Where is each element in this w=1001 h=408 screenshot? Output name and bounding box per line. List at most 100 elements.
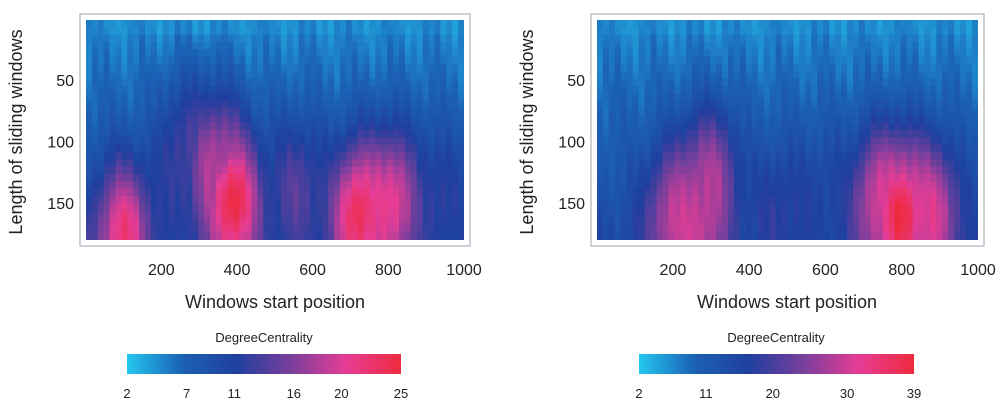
heatmap-cell: [960, 232, 967, 240]
heatmap-cell: [381, 152, 388, 160]
heatmap-cell: [852, 137, 860, 146]
heatmap-cell: [322, 144, 329, 153]
heatmap-cell: [835, 115, 842, 124]
heatmap-cell: [948, 225, 955, 234]
heatmap-cell: [733, 122, 741, 131]
heatmap-cell: [381, 196, 388, 204]
heatmap-cell: [168, 196, 176, 204]
heatmap-cell: [656, 218, 664, 226]
heatmap-cell: [817, 203, 824, 212]
heatmap-cell: [597, 56, 604, 65]
heatmap-cell: [966, 78, 973, 87]
heatmap-cell: [900, 56, 908, 65]
heatmap-cell: [787, 225, 795, 234]
heatmap-cell: [334, 86, 341, 94]
heatmap-cell: [757, 232, 765, 240]
heatmap-cell: [739, 71, 747, 80]
heatmap-cell: [393, 218, 400, 226]
heatmap-cell: [841, 137, 848, 146]
heatmap-cell: [174, 218, 182, 226]
heatmap-cell: [215, 122, 223, 131]
heatmap-cell: [387, 27, 394, 36]
heatmap-cell: [339, 56, 347, 65]
heatmap-cell: [692, 144, 699, 153]
heatmap-cell: [145, 232, 152, 240]
heatmap-cell: [757, 115, 765, 124]
heatmap-cell: [458, 144, 464, 153]
heatmap-cell: [638, 64, 646, 72]
heatmap-cell: [233, 218, 241, 226]
heatmap-cell: [275, 64, 282, 72]
heatmap-cell: [960, 64, 967, 72]
heatmap-cell: [811, 100, 818, 109]
heatmap-cell: [656, 108, 664, 116]
heatmap-cell: [357, 100, 365, 109]
heatmap-cell: [668, 130, 675, 138]
heatmap-cell: [328, 218, 335, 226]
x-tick-label: 1000: [960, 262, 996, 279]
heatmap-cell: [145, 152, 152, 160]
heatmap-cell: [912, 49, 920, 58]
heatmap-cell: [841, 64, 848, 72]
x-tick-label: 200: [148, 262, 175, 279]
heatmap-cell: [186, 174, 193, 182]
heatmap-cell: [733, 64, 741, 72]
heatmap-cell: [263, 86, 270, 94]
heatmap-cell: [918, 34, 926, 43]
heatmap-cell: [847, 78, 854, 87]
heatmap-cell: [369, 159, 377, 168]
heatmap-cell: [710, 100, 717, 109]
heatmap-cell: [686, 188, 693, 197]
heatmap-cell: [168, 144, 176, 153]
heatmap-cell: [972, 225, 978, 234]
heatmap-cell: [942, 188, 949, 197]
heatmap-cell: [145, 34, 152, 43]
heatmap-cell: [363, 174, 371, 182]
heatmap-cell: [292, 203, 300, 212]
heatmap-cell: [121, 20, 128, 28]
heatmap-cell: [198, 42, 205, 50]
heatmap-cell: [369, 115, 377, 124]
heatmap-cell: [924, 137, 931, 146]
heatmap-cell: [440, 225, 447, 234]
heatmap-cell: [745, 225, 753, 234]
heatmap-cell: [434, 20, 441, 28]
heatmap-cell: [942, 144, 949, 153]
heatmap-cell: [298, 174, 306, 182]
heatmap-cell: [614, 210, 622, 219]
heatmap-cell: [817, 71, 824, 80]
heatmap-cell: [121, 122, 128, 131]
heatmap-cell: [656, 42, 664, 50]
heatmap-cell: [614, 34, 622, 43]
heatmap-cell: [156, 78, 164, 87]
heatmap-cell: [805, 20, 812, 28]
heatmap-cell: [310, 49, 317, 58]
heatmap-cell: [351, 130, 359, 138]
heatmap-cell: [156, 203, 164, 212]
heatmap-cell: [602, 203, 610, 212]
heatmap-cell: [245, 232, 252, 240]
heatmap-cell: [674, 130, 681, 138]
heatmap-cell: [829, 100, 836, 109]
heatmap-cell: [198, 115, 205, 124]
heatmap-cell: [632, 115, 640, 124]
heatmap-cell: [322, 27, 329, 36]
heatmap-cell: [286, 86, 294, 94]
heatmap-cell: [638, 108, 646, 116]
heatmap-cell: [452, 152, 459, 160]
heatmap-cell: [912, 93, 920, 102]
heatmap-cell: [918, 196, 926, 204]
heatmap-cell: [286, 174, 294, 182]
heatmap-cell: [906, 86, 914, 94]
heatmap-cell: [882, 42, 890, 50]
heatmap-cell: [109, 100, 117, 109]
heatmap-cell: [710, 86, 717, 94]
heatmap-cell: [733, 218, 741, 226]
heatmap-cell: [954, 225, 961, 234]
heatmap-cell: [751, 166, 759, 175]
heatmap-cell: [650, 42, 658, 50]
heatmap-cell: [399, 152, 406, 160]
heatmap-cell: [109, 130, 117, 138]
heatmap-cell: [168, 130, 176, 138]
heatmap-cell: [198, 159, 205, 168]
